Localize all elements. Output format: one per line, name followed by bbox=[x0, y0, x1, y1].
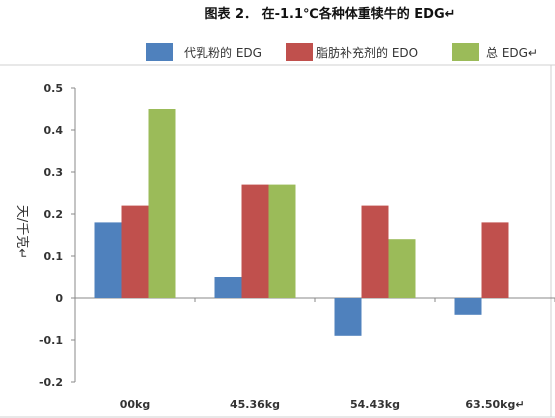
legend-label: 代乳粉的 EDG bbox=[184, 45, 262, 60]
x-category-label: 54.43kg bbox=[350, 398, 400, 411]
legend-swatch bbox=[146, 43, 173, 61]
bar bbox=[361, 205, 389, 298]
legend-swatch bbox=[286, 43, 313, 61]
y-tick-label: -0.2 bbox=[39, 376, 63, 389]
bar bbox=[94, 222, 122, 298]
bars-group bbox=[94, 109, 509, 336]
legend-item: 脂肪补充剂的 EDO bbox=[286, 43, 418, 61]
legend-label: 总 EDG↵ bbox=[486, 46, 538, 60]
legend-label: 脂肪补充剂的 EDO bbox=[316, 45, 418, 60]
legend: 代乳粉的 EDG 脂肪补充剂的 EDO 总 EDG↵ bbox=[146, 43, 538, 61]
x-category-label: 63.50kg↵ bbox=[465, 398, 524, 411]
y-tick-label: 0.4 bbox=[44, 124, 64, 137]
y-tick-label: 0 bbox=[55, 292, 63, 305]
bar bbox=[148, 109, 176, 298]
bar bbox=[388, 239, 416, 298]
chart-title: 图表 2． 在-1.1℃各种体重犊牛的 EDG↵ bbox=[204, 6, 455, 22]
y-tick-label: 0.3 bbox=[44, 166, 64, 179]
x-axis: 00kg 45.36kg 54.43kg 63.50kg↵ bbox=[74, 297, 555, 411]
x-category-label: 45.36kg bbox=[230, 398, 280, 411]
y-axis-title: 天/千克↵ bbox=[14, 205, 29, 259]
legend-item: 总 EDG↵ bbox=[452, 43, 538, 61]
y-tick-label: 0.1 bbox=[44, 250, 64, 263]
y-tick-label: 0.5 bbox=[44, 82, 64, 95]
bar bbox=[454, 298, 482, 315]
bar bbox=[241, 184, 269, 298]
y-axis: -0.2 -0.1 0 0.1 0.2 0.3 0.4 0.5 bbox=[39, 82, 76, 389]
x-category-label: 00kg bbox=[120, 398, 151, 411]
y-tick-label: -0.1 bbox=[39, 334, 63, 347]
bar bbox=[214, 277, 242, 298]
bar bbox=[268, 184, 296, 298]
legend-item: 代乳粉的 EDG bbox=[146, 43, 262, 61]
bar bbox=[481, 222, 509, 298]
legend-swatch bbox=[452, 43, 479, 61]
bar bbox=[334, 298, 362, 336]
y-tick-label: 0.2 bbox=[44, 208, 64, 221]
bar bbox=[121, 205, 149, 298]
